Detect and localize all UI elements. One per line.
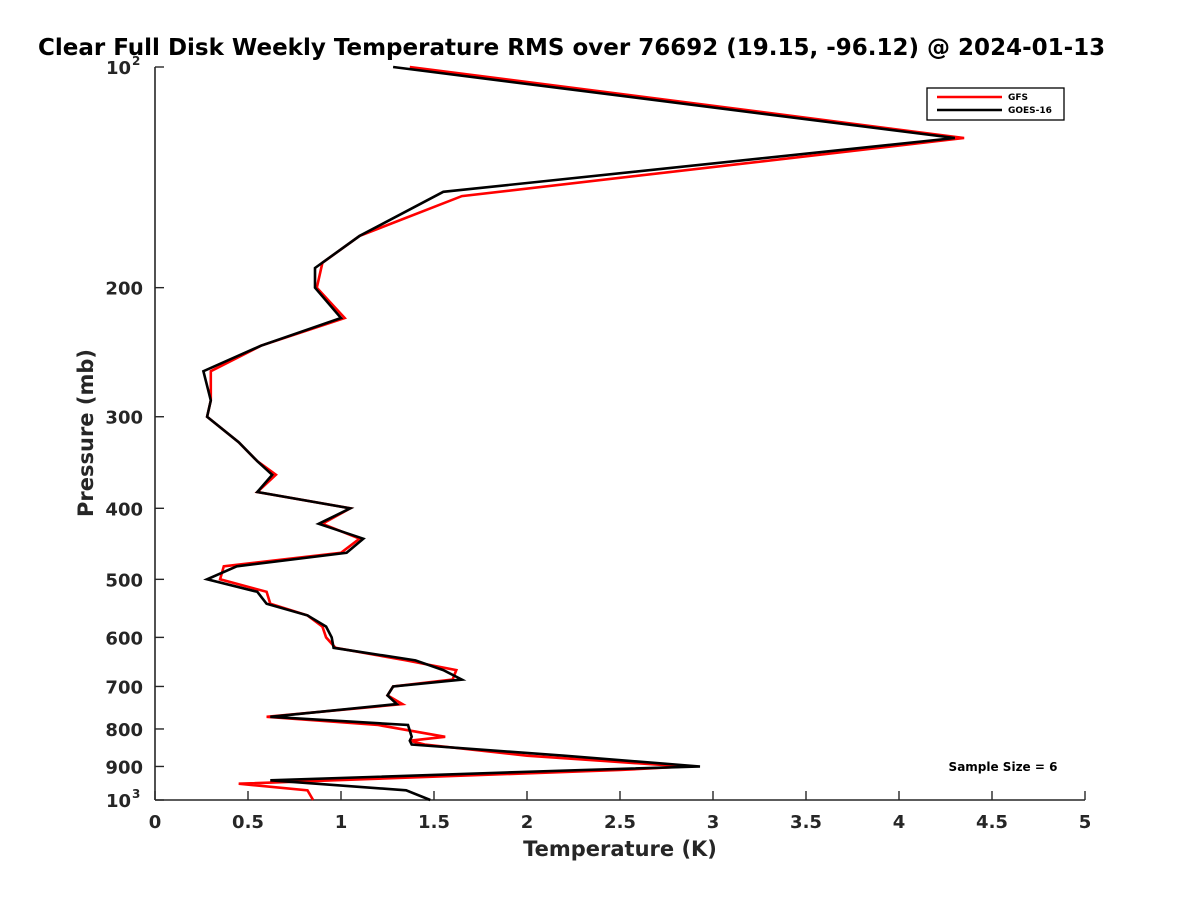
x-tick-label: 1: [335, 812, 348, 833]
x-axis-ticks: 0 0.5 1 1.5 2 2.5 3 3.5 4 4.5 5: [149, 791, 1092, 833]
chart-title: Clear Full Disk Weekly Temperature RMS o…: [38, 35, 1105, 61]
y-tick-label: 900: [105, 757, 143, 778]
y-tick-label-exponent: 2: [132, 54, 140, 68]
x-tick-label: 0.5: [232, 812, 264, 833]
y-tick-label: 400: [105, 499, 143, 520]
series-line-goes-16: [201, 65, 955, 802]
legend-label: GFS: [1008, 93, 1028, 103]
y-tick-label-base: 10: [106, 58, 131, 79]
y-tick-label: 800: [105, 720, 143, 741]
y-tick-label-base: 10: [106, 791, 131, 812]
x-tick-label: 5: [1079, 812, 1092, 833]
legend: GFS GOES-16: [926, 87, 1065, 121]
y-tick-label-exponent: 3: [132, 787, 140, 801]
sample-size-annotation: Sample Size = 6: [949, 760, 1058, 774]
x-tick-label: 0: [149, 812, 162, 833]
y-tick-label: 500: [105, 570, 143, 591]
y-tick-label: 300: [105, 408, 143, 429]
y-axis-label: Pressure (mb): [74, 349, 98, 517]
x-tick-label: 3.5: [790, 812, 822, 833]
y-tick-label: 600: [105, 628, 143, 649]
x-axis-label: Temperature (K): [523, 837, 717, 861]
x-tick-label: 1.5: [418, 812, 450, 833]
series-layer: [201, 65, 965, 802]
x-tick-label: 2.5: [604, 812, 636, 833]
legend-box: [926, 87, 1065, 121]
x-tick-label: 2: [521, 812, 534, 833]
plot-area: [154, 65, 1085, 802]
legend-label: GOES-16: [1008, 106, 1052, 116]
y-tick-label: 700: [105, 677, 143, 698]
x-tick-label: 4: [893, 812, 906, 833]
x-tick-label: 3: [707, 812, 720, 833]
y-tick-label: 200: [105, 279, 143, 300]
x-tick-label: 4.5: [976, 812, 1008, 833]
